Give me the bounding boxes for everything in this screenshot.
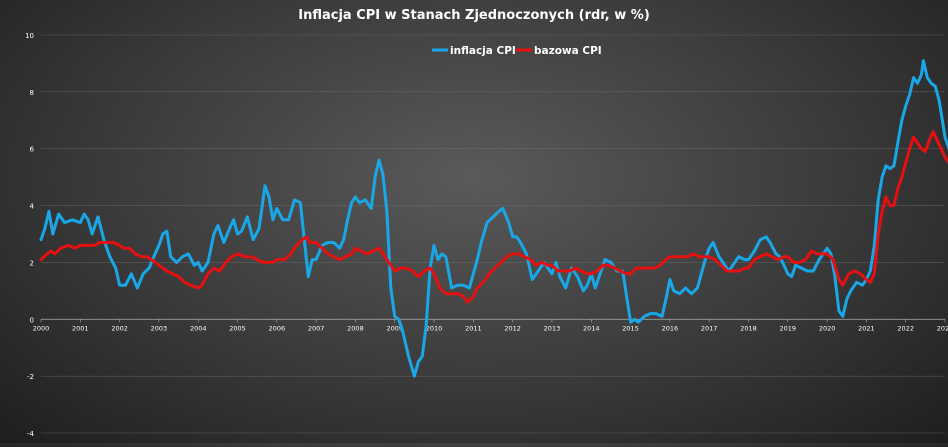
x-tick-label: 2004 xyxy=(190,324,207,332)
x-tick-label: 2012 xyxy=(504,324,521,332)
y-tick-label: -4 xyxy=(27,430,35,438)
x-tick-label: 2022 xyxy=(897,324,914,332)
x-tick-label: 2021 xyxy=(858,324,875,332)
series-line-inflacja-cpi xyxy=(39,59,948,378)
x-tick-label: 2023 xyxy=(937,324,948,332)
y-tick-label: 2 xyxy=(30,259,34,267)
x-tick-label: 2014 xyxy=(583,324,600,332)
x-tick-label: 2017 xyxy=(701,324,718,332)
x-tick-label: 2008 xyxy=(347,324,364,332)
x-tick-label: 2006 xyxy=(269,324,286,332)
legend: inflacja CPI bazowa CPI xyxy=(432,45,602,57)
x-tick-label: 2020 xyxy=(819,324,836,332)
y-tick-label: 6 xyxy=(30,146,35,154)
x-tick-label: 2010 xyxy=(426,324,443,332)
chart-title: Inflacja CPI w Stanach Zjednoczonych (rd… xyxy=(298,8,650,23)
x-tick-label: 2011 xyxy=(465,324,482,332)
x-tick-label: 2007 xyxy=(308,324,325,332)
y-tick-label: 0 xyxy=(30,316,34,324)
y-tick-label: -2 xyxy=(27,373,34,381)
x-tick-label: 2019 xyxy=(780,324,797,332)
y-tick-label: 4 xyxy=(30,203,35,211)
x-tick-label: 2015 xyxy=(622,324,639,332)
series-line-bazowa-cpi xyxy=(39,130,948,304)
x-tick-label: 2013 xyxy=(544,324,561,332)
x-tick-label: 2005 xyxy=(229,324,246,332)
series-lines xyxy=(39,59,948,378)
x-tick-label: 2009 xyxy=(386,324,403,332)
x-tick-label: 2001 xyxy=(72,324,89,332)
axes: 10 8 6 4 2 0 -2 -4 2000 2001 2002 2003 2004 2005 2006 2… xyxy=(25,32,948,438)
x-tick-label: 2000 xyxy=(33,324,50,332)
x-tick-label: 2003 xyxy=(151,324,168,332)
x-tick-label: 2002 xyxy=(111,324,128,332)
y-tick-label: 8 xyxy=(30,89,34,97)
legend-label: bazowa CPI xyxy=(534,45,602,57)
x-tick-label: 2016 xyxy=(662,324,679,332)
legend-label: inflacja CPI xyxy=(450,45,516,57)
grid-lines xyxy=(41,34,945,434)
x-tick-label: 2018 xyxy=(740,324,757,332)
y-tick-label: 10 xyxy=(25,32,34,40)
